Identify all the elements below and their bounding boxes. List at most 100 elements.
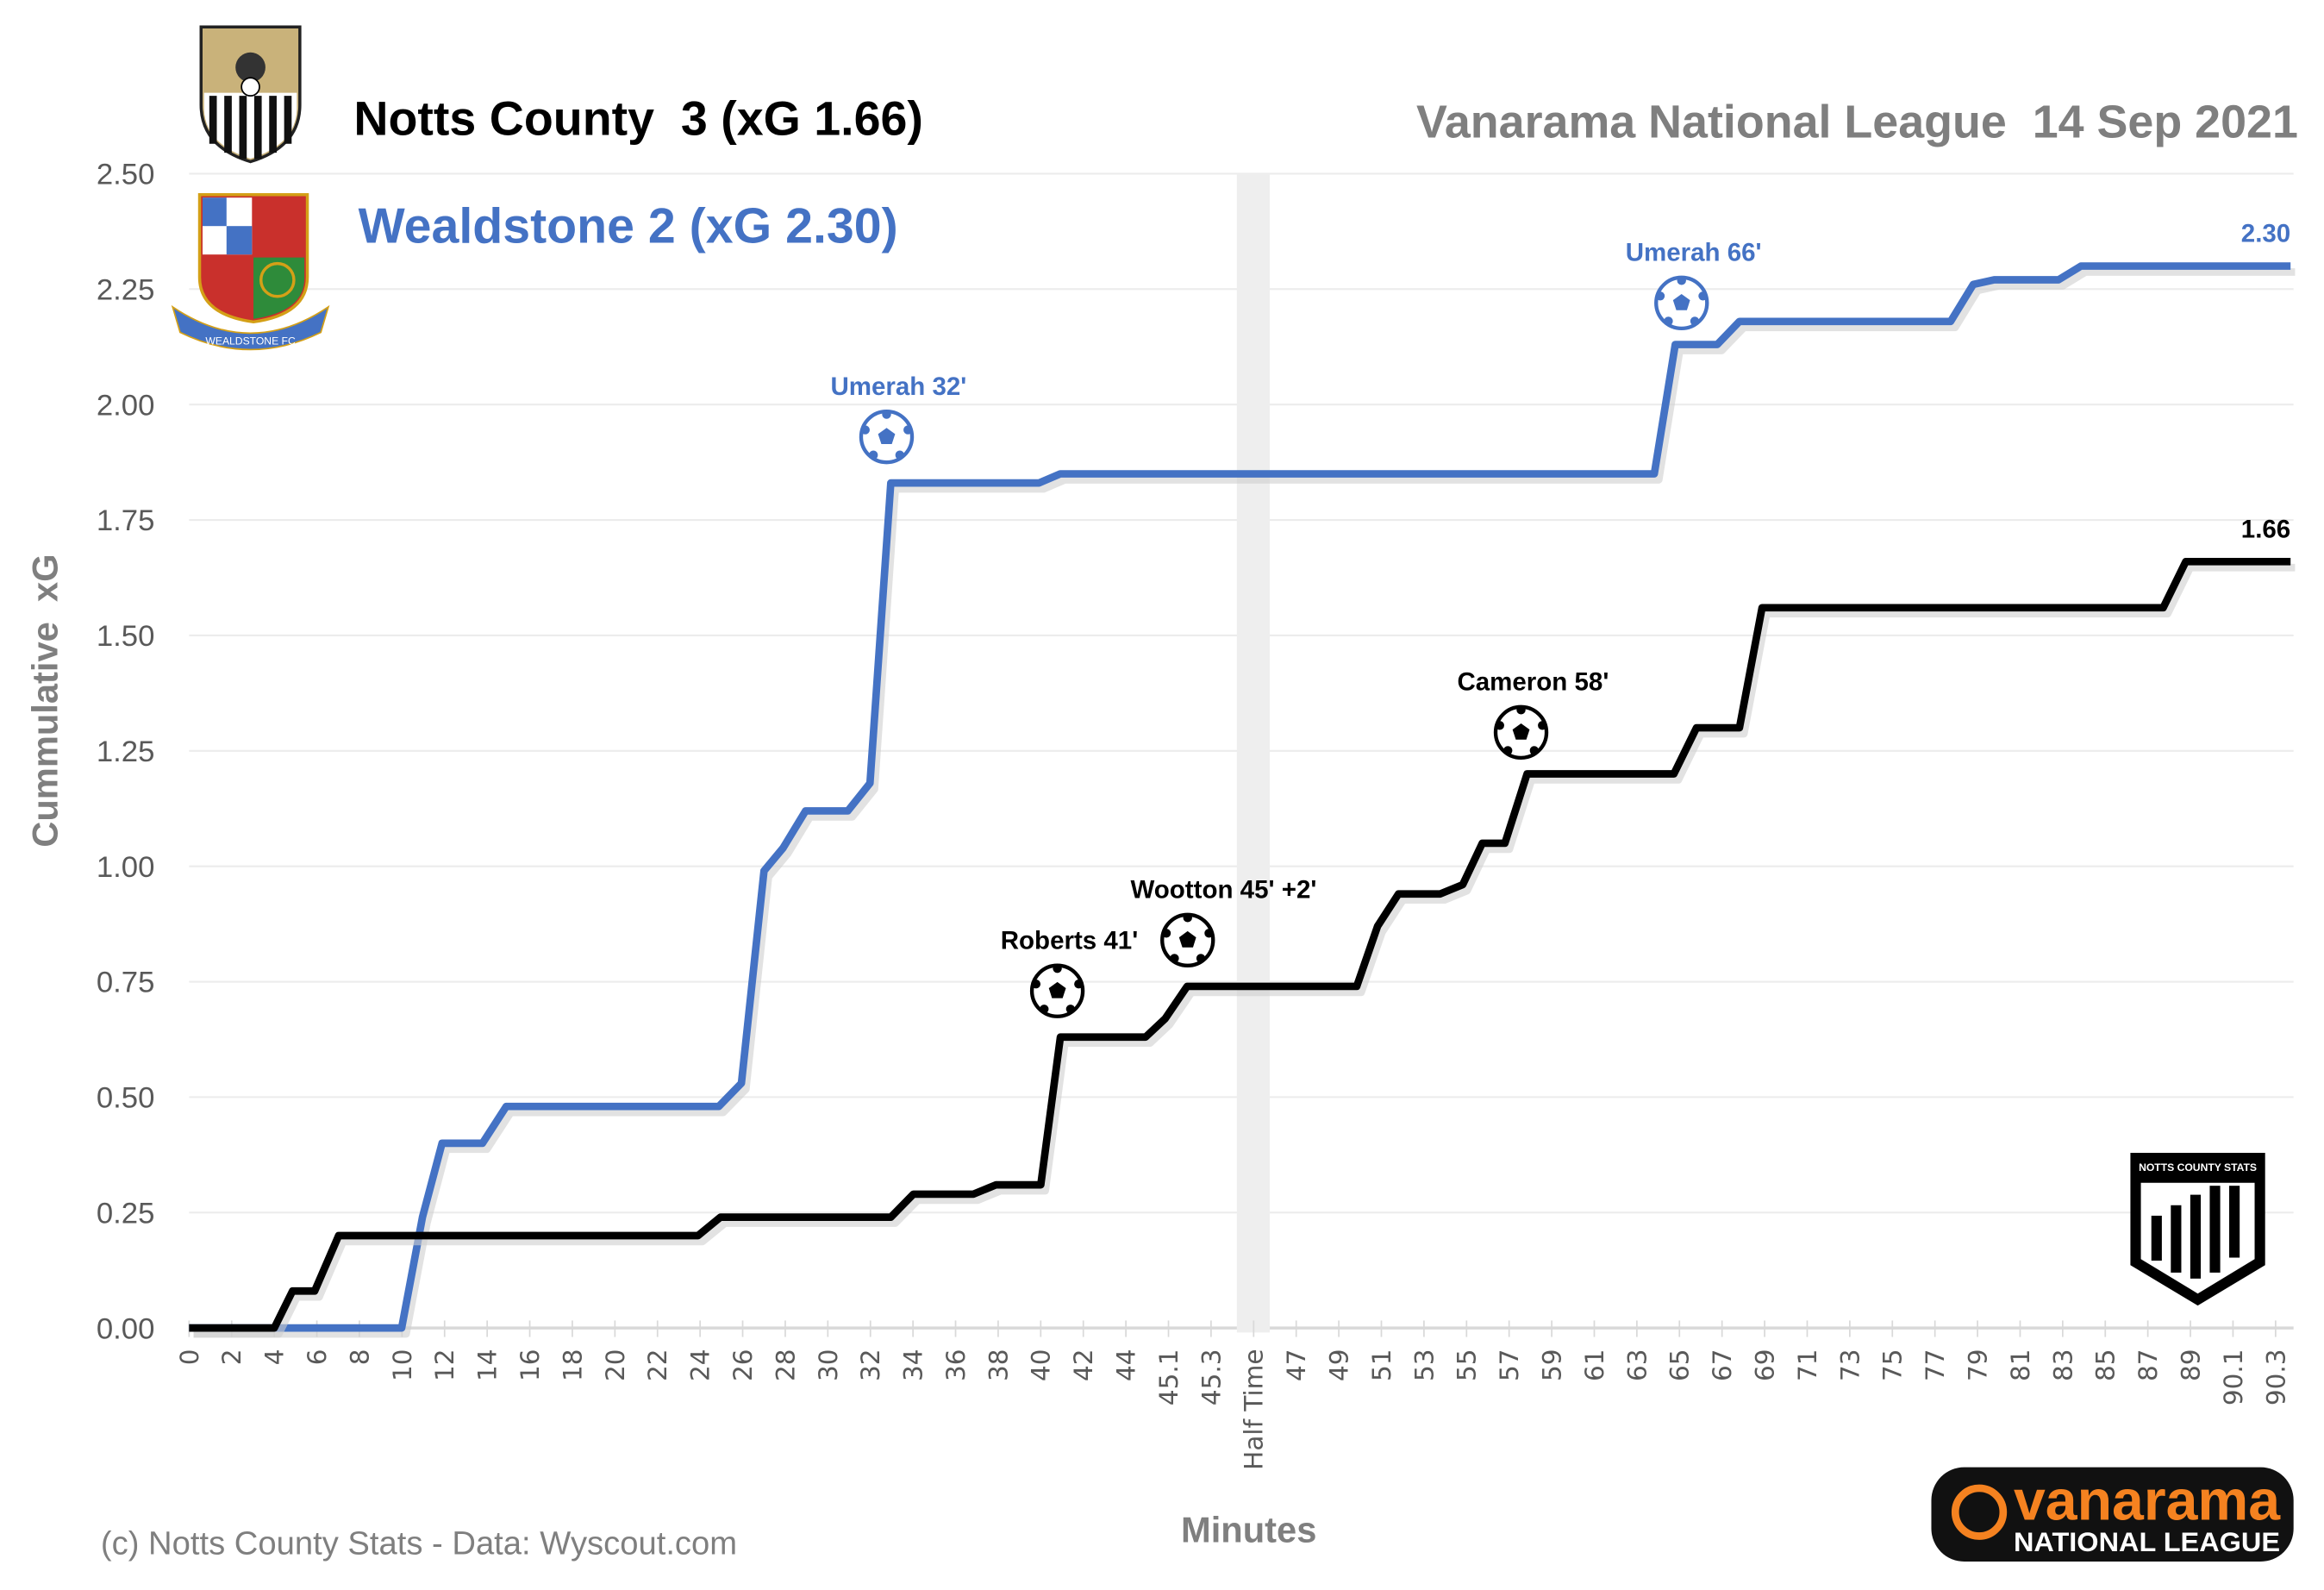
series-line-wealdstone — [189, 262, 2291, 1332]
goal-annotation: Roberts 41' — [1001, 927, 1138, 1018]
football-patch-icon — [1031, 979, 1041, 989]
x-tick-label: 81 — [2006, 1349, 2035, 1381]
x-tick-label: 8 — [345, 1349, 374, 1365]
football-patch-icon — [1495, 721, 1504, 730]
x-tick-label: 30 — [814, 1349, 843, 1381]
football-patch-icon — [1204, 929, 1214, 938]
football-patch-icon — [868, 450, 878, 460]
x-tick-label: 16 — [515, 1349, 545, 1381]
y-tick-label: 2.25 — [97, 273, 155, 306]
x-tick-label: 44 — [1112, 1349, 1141, 1381]
x-tick-label: 79 — [1963, 1349, 1992, 1381]
x-tick-label: 10 — [388, 1349, 417, 1381]
series-line-shadow — [193, 563, 2296, 1338]
y-tick-label: 0.00 — [97, 1312, 155, 1345]
x-tick-label: Half Time — [1240, 1349, 1269, 1469]
x-tick-label: 57 — [1495, 1349, 1524, 1381]
wealdstone-crest-logo: WEALDSTONE FC — [171, 192, 330, 351]
x-tick-label: 51 — [1367, 1349, 1396, 1381]
away-title: Wealdstone 2 (xG 2.30) — [359, 198, 898, 254]
y-axis-ticks: 0.00 0.25 0.50 0.75 1.00 1.25 1.50 1.75 2.00 2.25… — [97, 159, 155, 1346]
credit-text: (c) Notts County Stats - Data: Wyscout.c… — [101, 1524, 737, 1562]
football-patch-icon — [1040, 1005, 1049, 1014]
x-tick-label: 49 — [1325, 1349, 1354, 1381]
series-line-notts-county — [189, 557, 2291, 1332]
football-patch-icon — [1170, 954, 1179, 963]
football-pentagon-icon — [1512, 723, 1530, 740]
x-tick-label: 28 — [771, 1349, 800, 1381]
goal-annotation: Cameron 58' — [1457, 668, 1609, 761]
football-patch-icon — [1690, 316, 1700, 326]
y-tick-label: 1.75 — [97, 504, 155, 537]
football-patch-icon — [1053, 963, 1062, 973]
football-pentagon-icon — [878, 428, 896, 445]
football-patch-icon — [882, 410, 891, 419]
x-tick-label: 47 — [1282, 1349, 1311, 1381]
football-patch-icon — [1074, 979, 1084, 989]
football-patch-icon — [1538, 721, 1547, 730]
x-tick-label: 18 — [558, 1349, 587, 1381]
football-pentagon-icon — [1672, 294, 1690, 310]
vanarama-national-league-logo: vanarama NATIONAL LEAGUE — [1931, 1467, 2294, 1562]
y-tick-label: 2.00 — [97, 389, 155, 422]
x-tick-label: 89 — [2176, 1349, 2205, 1381]
y-tick-label: 2.50 — [97, 159, 155, 191]
x-tick-label: 90.3 — [2261, 1349, 2290, 1405]
football-patch-icon — [1664, 316, 1673, 326]
vanarama-logo-text: vanarama — [2014, 1468, 2281, 1531]
x-tick-label: 2 — [217, 1349, 247, 1365]
goal-annotation: Umerah 32' — [830, 372, 966, 465]
y-tick-label: 1.50 — [97, 620, 155, 653]
goal-annotations: Umerah 32' Umerah 66' Roberts 41' Wootton 4… — [830, 239, 1762, 1018]
x-tick-label: 61 — [1580, 1349, 1609, 1381]
series-lines: 2.30 1.66 — [189, 220, 2296, 1338]
goal-annotation-label: Cameron 58' — [1457, 668, 1609, 697]
football-patch-icon — [1183, 913, 1192, 923]
x-tick-label: 85 — [2091, 1349, 2121, 1381]
goal-annotation: Umerah 66' — [1626, 239, 1762, 331]
x-tick-label: 83 — [2048, 1349, 2077, 1381]
goal-annotation-label: Roberts 41' — [1001, 927, 1138, 955]
goal-annotation-label: Wootton 45' +2' — [1130, 876, 1316, 905]
x-tick-label: 77 — [1921, 1349, 1950, 1381]
x-tick-label: 75 — [1878, 1349, 1908, 1381]
football-pentagon-icon — [1178, 930, 1196, 948]
y-tick-label: 0.75 — [97, 967, 155, 999]
wealdstone-crest-text: WEALDSTONE FC — [205, 335, 296, 347]
x-tick-label: 26 — [728, 1349, 758, 1381]
x-tick-label: 69 — [1750, 1349, 1779, 1381]
football-patch-icon — [860, 425, 870, 435]
x-tick-label: 67 — [1708, 1349, 1737, 1381]
football-patch-icon — [903, 425, 913, 435]
football-patch-icon — [1677, 276, 1686, 285]
x-tick-label: 22 — [643, 1349, 672, 1381]
y-tick-label: 1.25 — [97, 736, 155, 768]
x-tick-label: 36 — [941, 1349, 971, 1381]
home-title: Notts County 3 (xG 1.66) — [353, 91, 923, 145]
x-tick-label: 40 — [1027, 1349, 1056, 1381]
football-pentagon-icon — [1048, 981, 1066, 998]
competition-date: Vanarama National League 14 Sep 2021 — [1416, 97, 2298, 148]
x-tick-label: 12 — [430, 1349, 459, 1381]
football-patch-icon — [895, 450, 905, 460]
x-tick-label: 55 — [1452, 1349, 1482, 1381]
series-end-label: 2.30 — [2241, 220, 2290, 248]
football-patch-icon — [1196, 954, 1206, 963]
football-patch-icon — [1503, 746, 1513, 755]
notts-county-crest-logo — [199, 25, 302, 164]
y-tick-label: 0.25 — [97, 1197, 155, 1230]
x-tick-label: 0 — [175, 1349, 204, 1365]
x-tick-label: 38 — [984, 1349, 1013, 1381]
y-axis-label: Cummulative xG — [25, 554, 66, 847]
x-tick-label: 73 — [1835, 1349, 1865, 1381]
goal-annotation-label: Umerah 66' — [1626, 239, 1762, 267]
goal-annotation: Wootton 45' +2' — [1130, 876, 1316, 968]
x-tick-label: 6 — [303, 1349, 332, 1365]
x-tick-label: 32 — [856, 1349, 885, 1381]
stats-logo-text: NOTTS COUNTY STATS — [2139, 1161, 2257, 1174]
x-tick-label: 71 — [1793, 1349, 1822, 1381]
x-tick-label: 34 — [899, 1349, 928, 1381]
x-tick-label: 59 — [1538, 1349, 1567, 1381]
x-tick-label: 14 — [473, 1349, 503, 1381]
